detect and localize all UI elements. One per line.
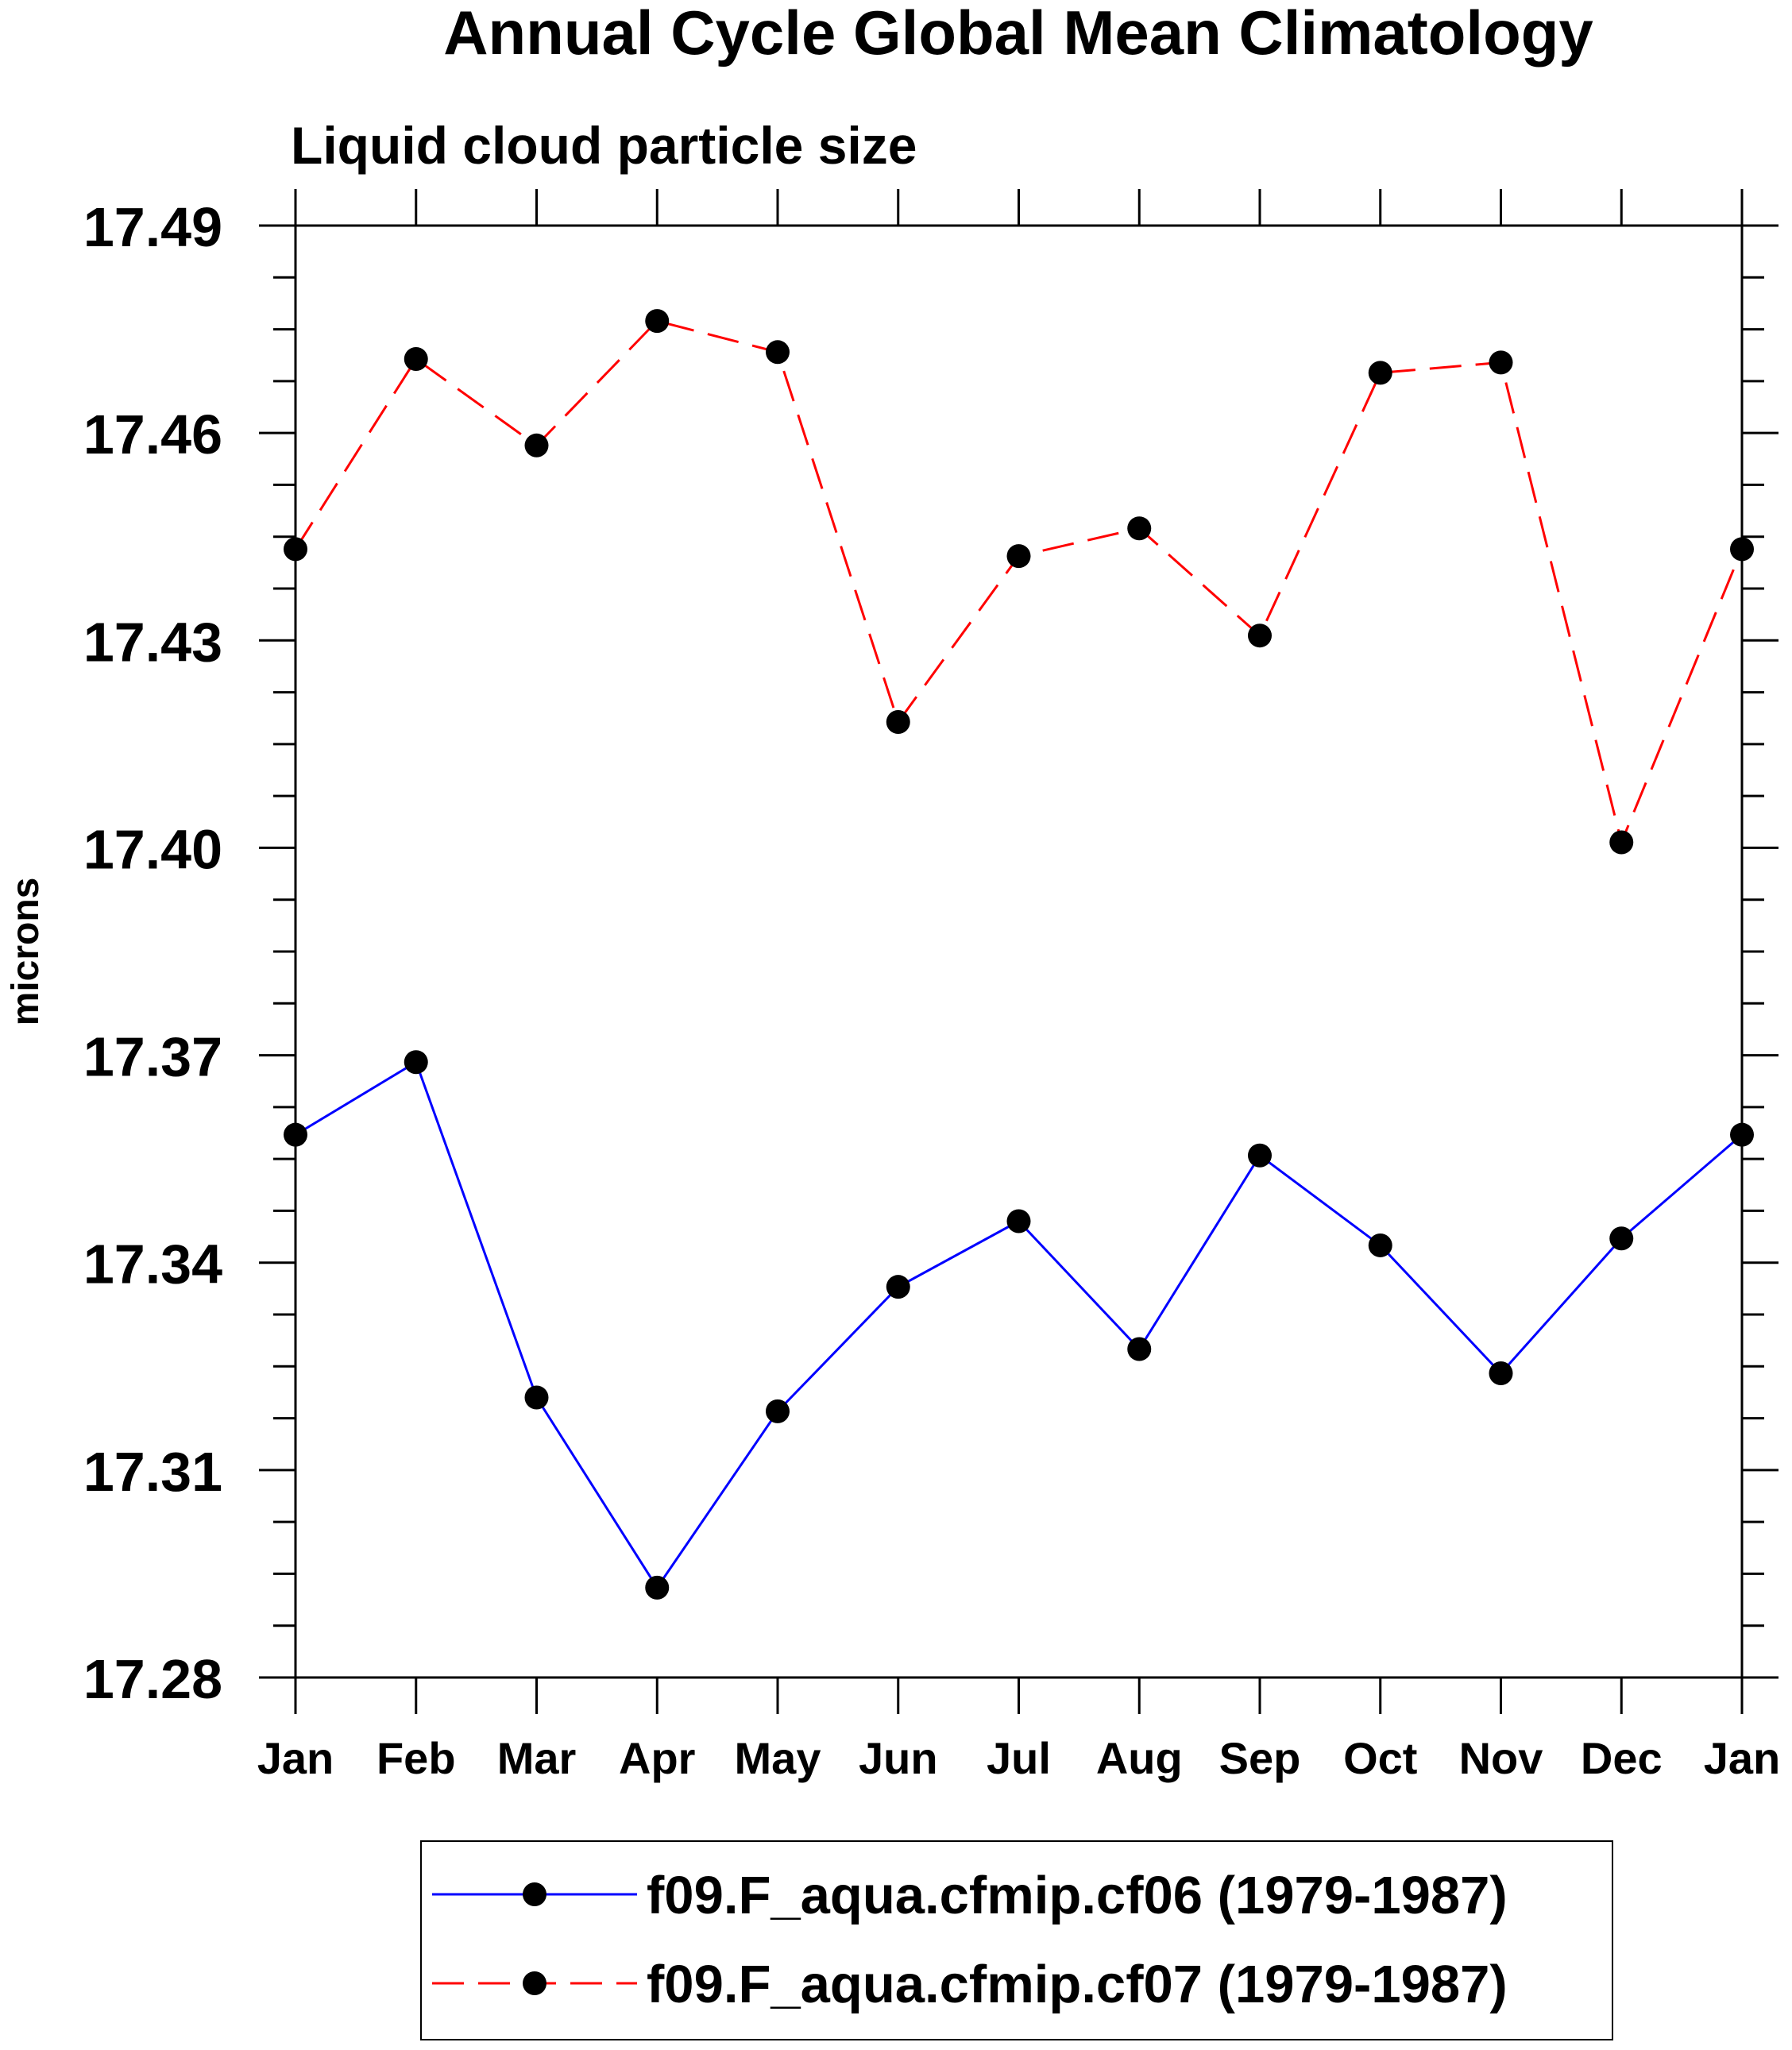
x-tick-label: Dec [1581, 1733, 1663, 1783]
data-point [766, 340, 790, 365]
x-tick-label: Apr [619, 1733, 695, 1783]
chart-title: Annual Cycle Global Mean Climatology [443, 0, 1593, 68]
data-point [1489, 350, 1513, 375]
data-point [1368, 361, 1392, 385]
y-tick-label: 17.37 [83, 1026, 222, 1088]
data-point [1730, 1122, 1754, 1147]
data-point [284, 1122, 307, 1147]
x-tick-label: May [735, 1733, 821, 1783]
data-point [1127, 516, 1152, 541]
series-line-2 [294, 319, 1744, 847]
legend-marker-2 [523, 1971, 546, 1995]
series-line-1 [295, 1060, 1743, 1590]
data-point [766, 1399, 790, 1423]
x-tick-label: Jun [859, 1733, 938, 1783]
data-point [1489, 1361, 1513, 1385]
data-point [1006, 1209, 1031, 1233]
data-point [524, 1385, 549, 1410]
data-point [645, 309, 670, 334]
legend-marker-1 [523, 1882, 546, 1906]
data-point [886, 1275, 910, 1299]
legend-label-1: f09.F_aqua.cfmip.cf06 (1979-1987) [647, 1866, 1508, 1925]
data-point [1248, 623, 1272, 648]
x-tick-label: Jul [987, 1733, 1051, 1783]
x-tick-label: Nov [1459, 1733, 1543, 1783]
x-tick-label: Oct [1343, 1733, 1417, 1783]
data-point [645, 1575, 670, 1600]
y-tick-label: 17.46 [83, 403, 222, 465]
data-point [1006, 544, 1031, 569]
y-tick-label: 17.31 [83, 1441, 222, 1503]
data-point [886, 710, 910, 735]
data-point [404, 347, 428, 372]
data-point [1368, 1233, 1392, 1257]
x-tick-label: Sep [1219, 1733, 1301, 1783]
x-tick-label: Jan [1704, 1733, 1781, 1783]
legend-label-2: f09.F_aqua.cfmip.cf07 (1979-1987) [647, 1955, 1508, 2014]
data-point [1248, 1143, 1272, 1168]
x-tick-label: Mar [497, 1733, 577, 1783]
plot-frame [294, 224, 1744, 1679]
x-tick-label: Feb [377, 1733, 456, 1783]
y-axis-label: microns [5, 878, 47, 1026]
y-tick-label: 17.40 [83, 818, 222, 880]
legend-box [420, 1840, 1613, 2040]
data-point [1609, 830, 1634, 855]
y-tick-label: 17.49 [83, 196, 222, 258]
data-point [1127, 1337, 1152, 1361]
chart-subtitle: Liquid cloud particle size [291, 116, 917, 175]
x-tick-label: Aug [1096, 1733, 1183, 1783]
data-point [284, 537, 307, 562]
data-point [404, 1050, 428, 1075]
y-tick-label: 17.43 [83, 611, 222, 673]
data-point [1730, 537, 1754, 562]
x-tick-label: Jan [257, 1733, 334, 1783]
data-point [524, 433, 549, 457]
y-tick-label: 17.28 [83, 1648, 222, 1710]
y-tick-label: 17.34 [83, 1233, 222, 1295]
data-point [1609, 1226, 1634, 1251]
